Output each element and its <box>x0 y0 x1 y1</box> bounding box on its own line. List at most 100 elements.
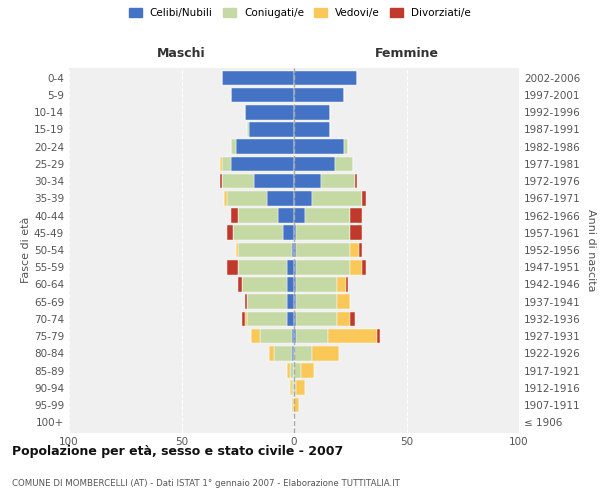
Bar <box>222 174 254 188</box>
Bar <box>231 140 235 154</box>
Bar <box>294 174 321 188</box>
Bar <box>294 398 299 412</box>
Bar <box>235 140 294 154</box>
Bar <box>312 346 339 360</box>
Bar <box>292 346 294 360</box>
Text: COMUNE DI MOMBERCELLI (AT) - Dati ISTAT 1° gennaio 2007 - Elaborazione TUTTITALI: COMUNE DI MOMBERCELLI (AT) - Dati ISTAT … <box>12 478 400 488</box>
Bar <box>238 260 287 274</box>
Bar <box>294 226 296 240</box>
Bar <box>294 88 343 102</box>
Bar <box>290 380 292 395</box>
Bar <box>242 312 245 326</box>
Bar <box>301 363 314 378</box>
Text: Popolazione per età, sesso e stato civile - 2007: Popolazione per età, sesso e stato civil… <box>12 444 343 458</box>
Bar <box>294 277 296 292</box>
Text: Femmine: Femmine <box>374 47 439 60</box>
Bar <box>294 260 296 274</box>
Bar <box>292 398 294 412</box>
Bar <box>245 294 247 309</box>
Bar <box>224 191 227 206</box>
Bar <box>231 208 238 223</box>
Bar <box>238 277 242 292</box>
Bar <box>222 156 231 171</box>
Bar <box>235 242 238 258</box>
Bar <box>294 242 296 258</box>
Bar <box>296 329 328 344</box>
Bar <box>337 294 350 309</box>
Bar <box>294 156 335 171</box>
Bar <box>294 208 305 223</box>
Bar <box>260 329 292 344</box>
Bar <box>220 156 222 171</box>
Bar <box>361 191 366 206</box>
Bar <box>296 277 337 292</box>
Bar <box>328 329 377 344</box>
Bar <box>245 312 247 326</box>
Bar <box>294 363 301 378</box>
Bar <box>294 105 330 120</box>
Bar <box>377 329 380 344</box>
Bar <box>238 208 278 223</box>
Y-axis label: Anni di nascita: Anni di nascita <box>586 209 596 291</box>
Bar <box>296 312 337 326</box>
Bar <box>350 226 361 240</box>
Bar <box>296 294 337 309</box>
Bar <box>343 140 348 154</box>
Bar <box>294 380 296 395</box>
Bar <box>337 312 350 326</box>
Bar <box>227 260 238 274</box>
Bar <box>220 174 222 188</box>
Y-axis label: Fasce di età: Fasce di età <box>21 217 31 283</box>
Bar <box>296 226 350 240</box>
Bar <box>296 242 350 258</box>
Bar <box>227 191 267 206</box>
Bar <box>350 208 361 223</box>
Bar <box>296 380 305 395</box>
Bar <box>294 294 296 309</box>
Bar <box>247 122 249 137</box>
Bar <box>287 294 294 309</box>
Bar <box>287 260 294 274</box>
Bar <box>283 226 294 240</box>
Bar <box>350 242 359 258</box>
Bar <box>361 260 366 274</box>
Bar <box>355 174 357 188</box>
Text: Maschi: Maschi <box>157 47 206 60</box>
Bar <box>247 312 287 326</box>
Bar <box>294 140 343 154</box>
Bar <box>294 346 312 360</box>
Bar <box>231 88 294 102</box>
Bar <box>292 329 294 344</box>
Bar <box>287 363 290 378</box>
Bar <box>305 208 350 223</box>
Bar <box>335 156 353 171</box>
Bar <box>312 191 361 206</box>
Bar <box>227 226 233 240</box>
Bar <box>294 329 296 344</box>
Bar <box>231 156 294 171</box>
Legend: Celibi/Nubili, Coniugati/e, Vedovi/e, Divorziati/e: Celibi/Nubili, Coniugati/e, Vedovi/e, Di… <box>126 5 474 21</box>
Bar <box>269 346 274 360</box>
Bar <box>294 122 330 137</box>
Bar <box>249 122 294 137</box>
Bar <box>292 242 294 258</box>
Bar <box>222 70 294 85</box>
Bar <box>274 346 292 360</box>
Bar <box>294 191 312 206</box>
Bar <box>346 277 348 292</box>
Bar <box>350 312 355 326</box>
Bar <box>290 363 294 378</box>
Bar <box>292 380 294 395</box>
Bar <box>238 242 292 258</box>
Bar <box>245 105 294 120</box>
Bar <box>267 191 294 206</box>
Bar <box>337 277 346 292</box>
Bar <box>247 294 287 309</box>
Bar <box>278 208 294 223</box>
Bar <box>321 174 355 188</box>
Bar <box>233 226 283 240</box>
Bar <box>242 277 287 292</box>
Bar <box>350 260 361 274</box>
Bar <box>287 312 294 326</box>
Bar <box>254 174 294 188</box>
